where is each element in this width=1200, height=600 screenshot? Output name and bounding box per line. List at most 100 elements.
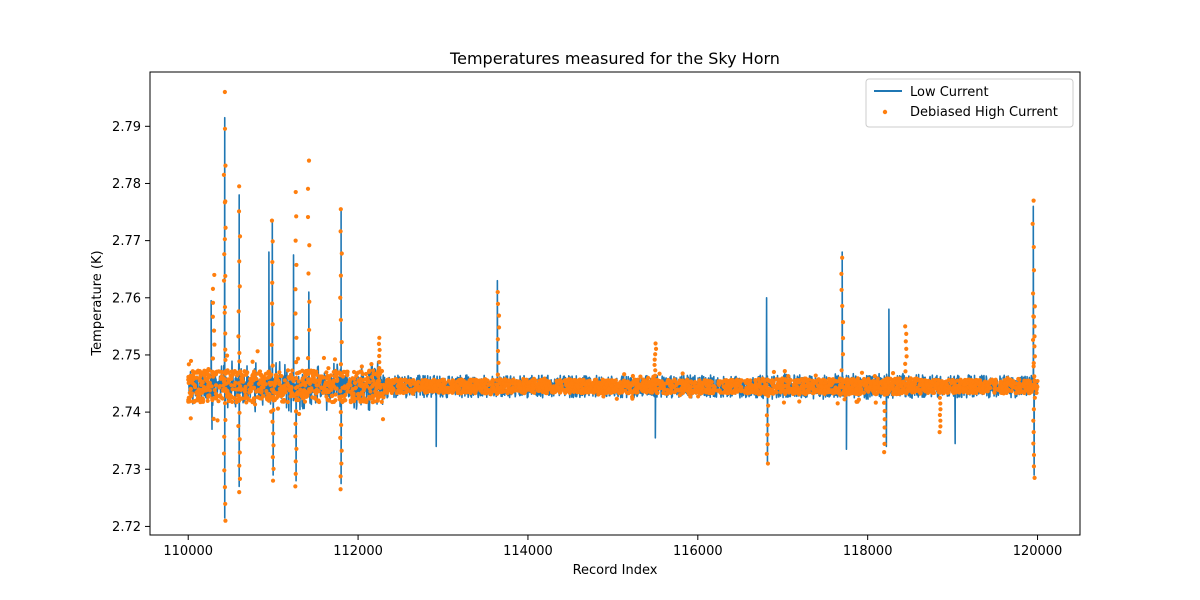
high-current-point	[223, 357, 228, 363]
high-current-point	[442, 386, 448, 391]
high-current-point	[236, 209, 242, 214]
high-current-point	[652, 362, 657, 368]
high-current-point	[966, 377, 972, 382]
high-current-point	[294, 335, 299, 340]
high-current-point	[878, 387, 883, 392]
high-current-point	[379, 399, 384, 404]
high-current-point	[710, 391, 716, 396]
high-current-point	[645, 375, 651, 380]
high-current-point	[998, 381, 1003, 386]
high-current-point	[282, 378, 287, 383]
high-current-point	[294, 375, 299, 381]
high-current-point	[937, 395, 942, 400]
high-current-point	[575, 384, 580, 389]
high-current-point	[485, 388, 490, 394]
high-current-point	[359, 364, 364, 369]
high-current-point	[765, 377, 770, 382]
high-current-point	[579, 390, 584, 396]
high-current-point	[743, 379, 748, 384]
high-current-point	[267, 374, 272, 379]
high-current-point	[307, 389, 313, 394]
high-current-point	[340, 385, 345, 390]
high-current-point	[766, 393, 771, 399]
high-current-point	[275, 406, 281, 411]
high-current-point	[1031, 198, 1036, 203]
high-current-point	[893, 389, 898, 394]
high-current-point	[649, 390, 655, 395]
high-current-point	[657, 380, 662, 385]
high-current-point	[549, 389, 555, 395]
high-current-point	[226, 377, 231, 382]
high-current-point	[938, 407, 943, 412]
high-current-point	[222, 126, 228, 131]
high-current-point	[237, 359, 242, 364]
high-current-point	[251, 396, 256, 401]
high-current-point	[269, 387, 275, 392]
high-current-point	[985, 383, 990, 388]
high-current-point	[756, 376, 761, 382]
high-current-point	[223, 163, 228, 168]
high-current-point	[661, 387, 667, 392]
high-current-point	[419, 385, 425, 390]
high-current-point	[307, 243, 312, 248]
legend: Low Current Debiased High Current	[865, 78, 1074, 128]
high-current-point	[294, 262, 299, 268]
high-current-point	[441, 377, 446, 382]
high-current-point	[223, 388, 228, 394]
high-current-point	[711, 383, 716, 389]
high-current-point	[653, 373, 658, 378]
high-current-point	[903, 339, 908, 344]
high-current-point	[592, 387, 597, 392]
high-current-point	[652, 357, 657, 362]
high-current-point	[482, 385, 487, 390]
high-current-point	[1016, 376, 1021, 382]
high-current-point	[1032, 334, 1037, 339]
high-current-point	[580, 382, 585, 387]
high-current-point	[376, 341, 382, 346]
high-current-point	[628, 383, 633, 388]
high-current-point	[461, 389, 466, 394]
high-current-point	[405, 387, 410, 392]
high-current-point	[680, 371, 685, 376]
high-current-point	[746, 379, 752, 384]
high-current-point	[518, 386, 523, 391]
high-current-point	[616, 384, 622, 389]
high-current-point	[760, 376, 765, 381]
high-current-point	[766, 403, 771, 408]
high-current-point	[261, 394, 266, 399]
high-current-point	[314, 378, 319, 383]
high-current-point	[192, 398, 197, 404]
high-current-point	[746, 382, 751, 387]
high-current-point	[421, 380, 426, 385]
high-current-point	[807, 377, 812, 382]
high-current-point	[189, 393, 194, 399]
high-current-point	[600, 378, 606, 384]
high-current-point	[206, 367, 211, 372]
high-current-point	[720, 379, 725, 384]
high-current-point	[824, 384, 829, 389]
high-current-point	[539, 378, 544, 383]
high-current-point	[186, 362, 191, 367]
high-current-point	[874, 391, 879, 396]
high-current-point	[293, 311, 298, 316]
high-current-point	[188, 416, 193, 421]
high-current-point	[379, 368, 385, 374]
high-current-point	[237, 450, 242, 455]
y-tick-label-2.74: 2.74	[112, 406, 141, 421]
high-current-point	[682, 386, 687, 391]
high-current-point	[205, 387, 210, 392]
high-current-point	[377, 372, 382, 377]
high-current-point	[221, 172, 226, 177]
high-current-point	[370, 400, 375, 405]
high-current-point	[796, 390, 802, 395]
high-current-point	[491, 385, 496, 390]
high-current-point	[865, 388, 871, 394]
high-current-point	[559, 383, 564, 388]
high-current-point	[797, 399, 802, 404]
high-current-point	[285, 399, 290, 405]
high-current-point	[280, 399, 285, 404]
high-current-point	[345, 389, 350, 394]
y-tick-label-2.76: 2.76	[112, 291, 141, 306]
high-current-point	[353, 386, 358, 391]
